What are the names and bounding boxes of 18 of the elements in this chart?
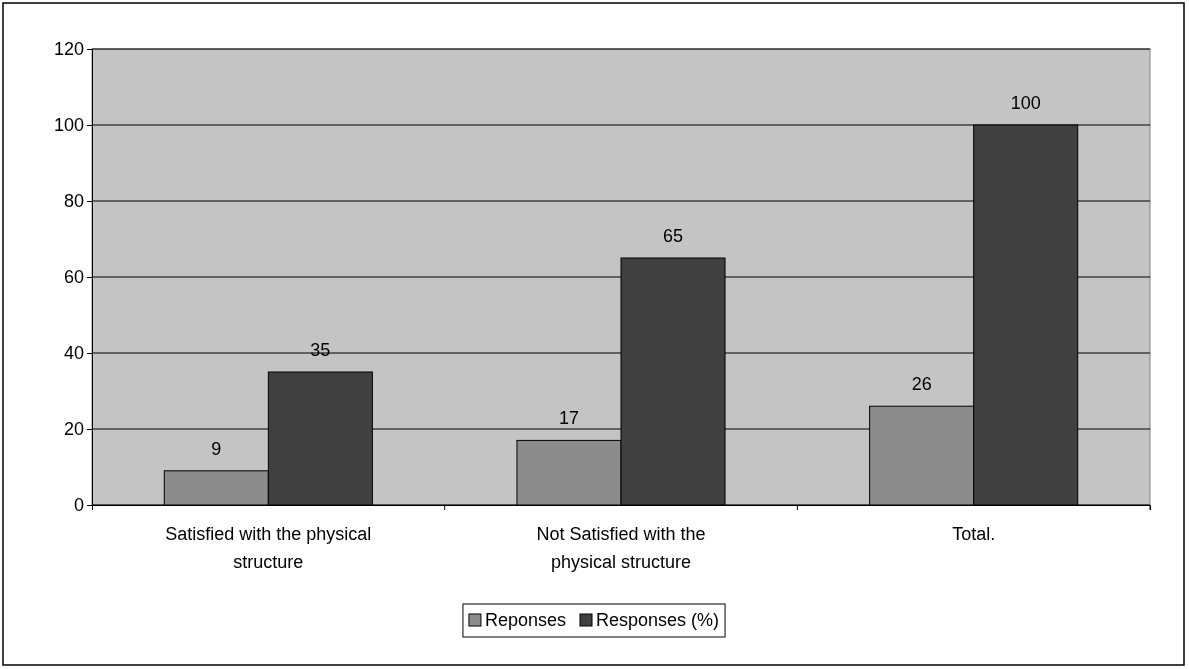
y-tick-label: 40 [63,343,84,364]
y-tick-label: 100 [53,115,84,136]
y-tick-label: 120 [53,39,84,60]
y-tick-label: 80 [63,191,84,212]
data-label: 100 [1010,93,1041,113]
data-label: 26 [911,374,932,395]
data-label: 65 [663,226,684,246]
y-tick-label: 0 [73,495,84,516]
y-tick-label: 60 [63,267,84,288]
y-tick-label: 20 [63,419,84,440]
data-label: 35 [310,340,331,360]
data-label: 9 [211,438,222,459]
data-label: 17 [558,408,579,429]
x-tick-label: Not Satisfied with the physical structure [536,524,706,572]
x-tick-label: Satisfied with the physical structure [165,524,372,572]
x-tick-label: Total. [952,524,996,544]
legend-label: Responses (%) [596,610,720,630]
legend-label: Reponses [484,610,567,630]
